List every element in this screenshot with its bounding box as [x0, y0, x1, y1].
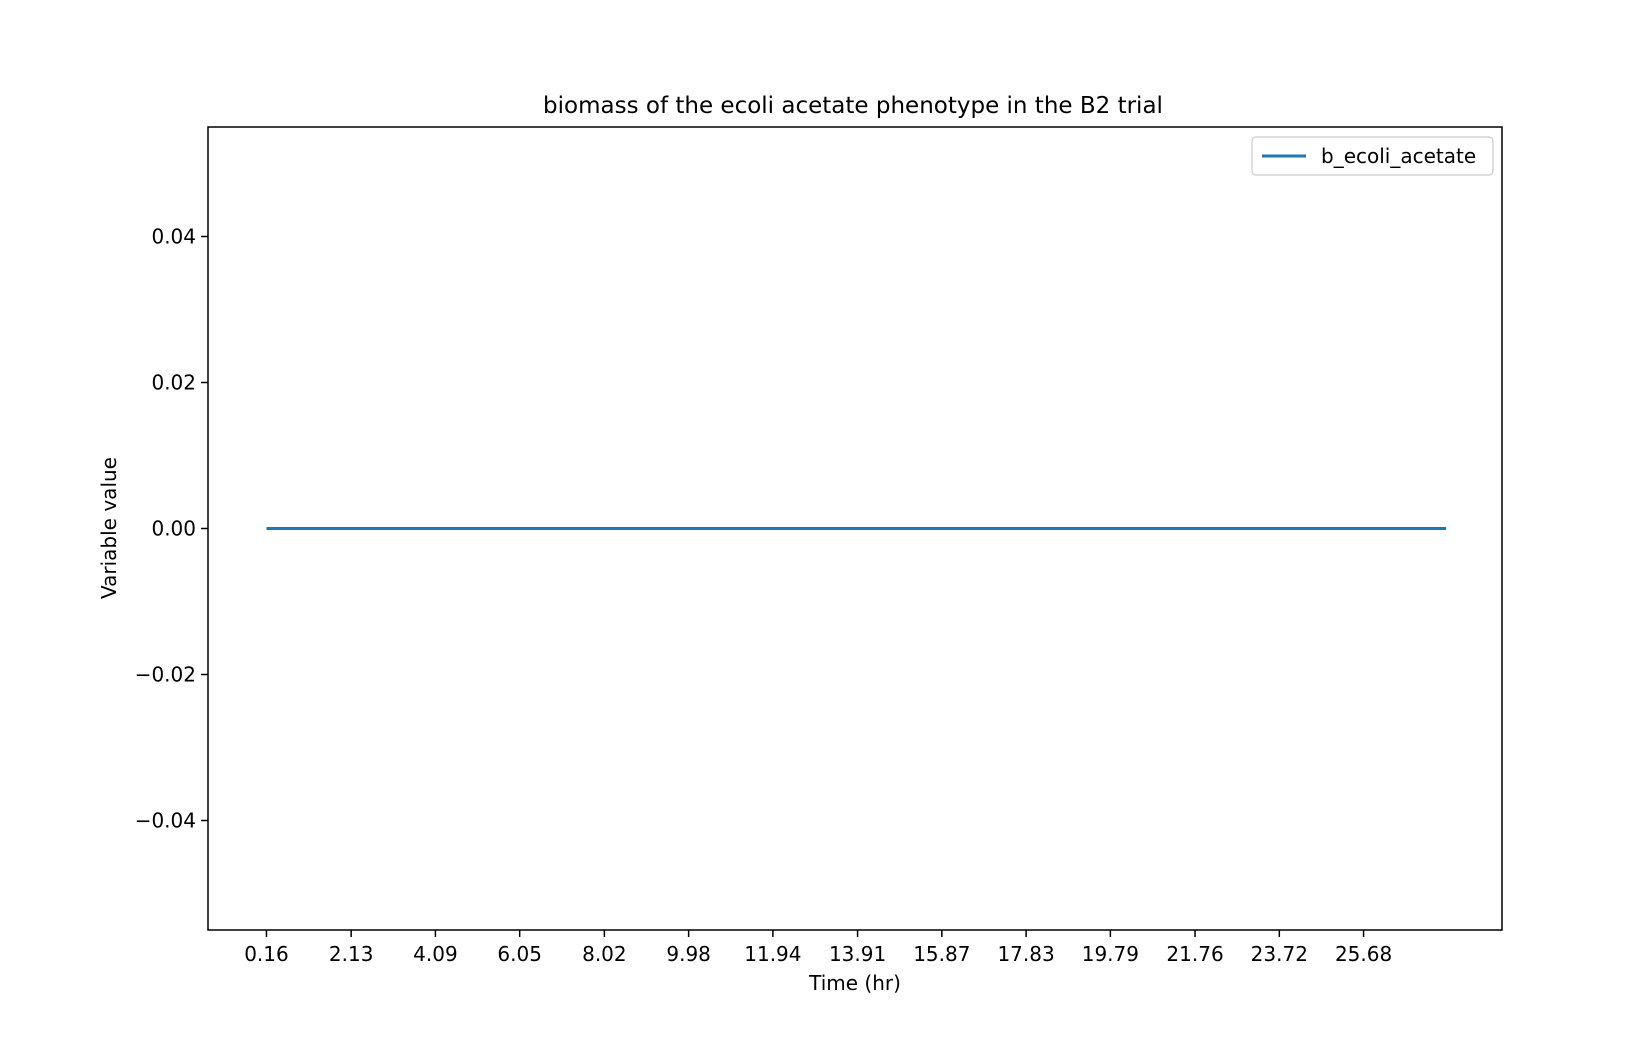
x-tick-label: 2.13: [329, 942, 374, 966]
y-axis-ticks: −0.04 −0.02 0.00 0.02 0.04: [135, 225, 208, 833]
x-axis-ticks: 0.16 2.13 4.09 6.05 8.02 9.98 11.94 13.91 15.87 1…: [244, 930, 1392, 966]
x-tick-label: 19.79: [1082, 942, 1139, 966]
x-tick-label: 9.98: [666, 942, 711, 966]
y-tick-label: 0.00: [151, 517, 196, 541]
x-tick-label: 0.16: [244, 942, 289, 966]
x-tick-label: 4.09: [413, 942, 458, 966]
y-axis-label: Variable value: [97, 457, 121, 599]
x-tick-label: 23.72: [1251, 942, 1308, 966]
y-tick-label: 0.02: [151, 371, 196, 395]
x-tick-label: 15.87: [913, 942, 970, 966]
x-tick-label: 17.83: [997, 942, 1054, 966]
legend: b_ecoli_acetate: [1251, 136, 1494, 176]
x-tick-label: 8.02: [582, 942, 627, 966]
y-tick-label: −0.02: [135, 663, 196, 687]
y-tick-label: −0.04: [135, 809, 196, 833]
x-tick-label: 6.05: [497, 942, 542, 966]
legend-label-b-ecoli-acetate: b_ecoli_acetate: [1321, 144, 1476, 168]
chart-title: biomass of the ecoli acetate phenotype i…: [543, 93, 1163, 119]
x-axis-label: Time (hr): [808, 971, 901, 995]
legend-box: [1251, 136, 1494, 176]
x-tick-label: 11.94: [744, 942, 801, 966]
x-tick-label: 21.76: [1166, 942, 1223, 966]
y-tick-label: 0.04: [151, 225, 196, 249]
x-tick-label: 13.91: [829, 942, 886, 966]
x-tick-label: 25.68: [1335, 942, 1392, 966]
